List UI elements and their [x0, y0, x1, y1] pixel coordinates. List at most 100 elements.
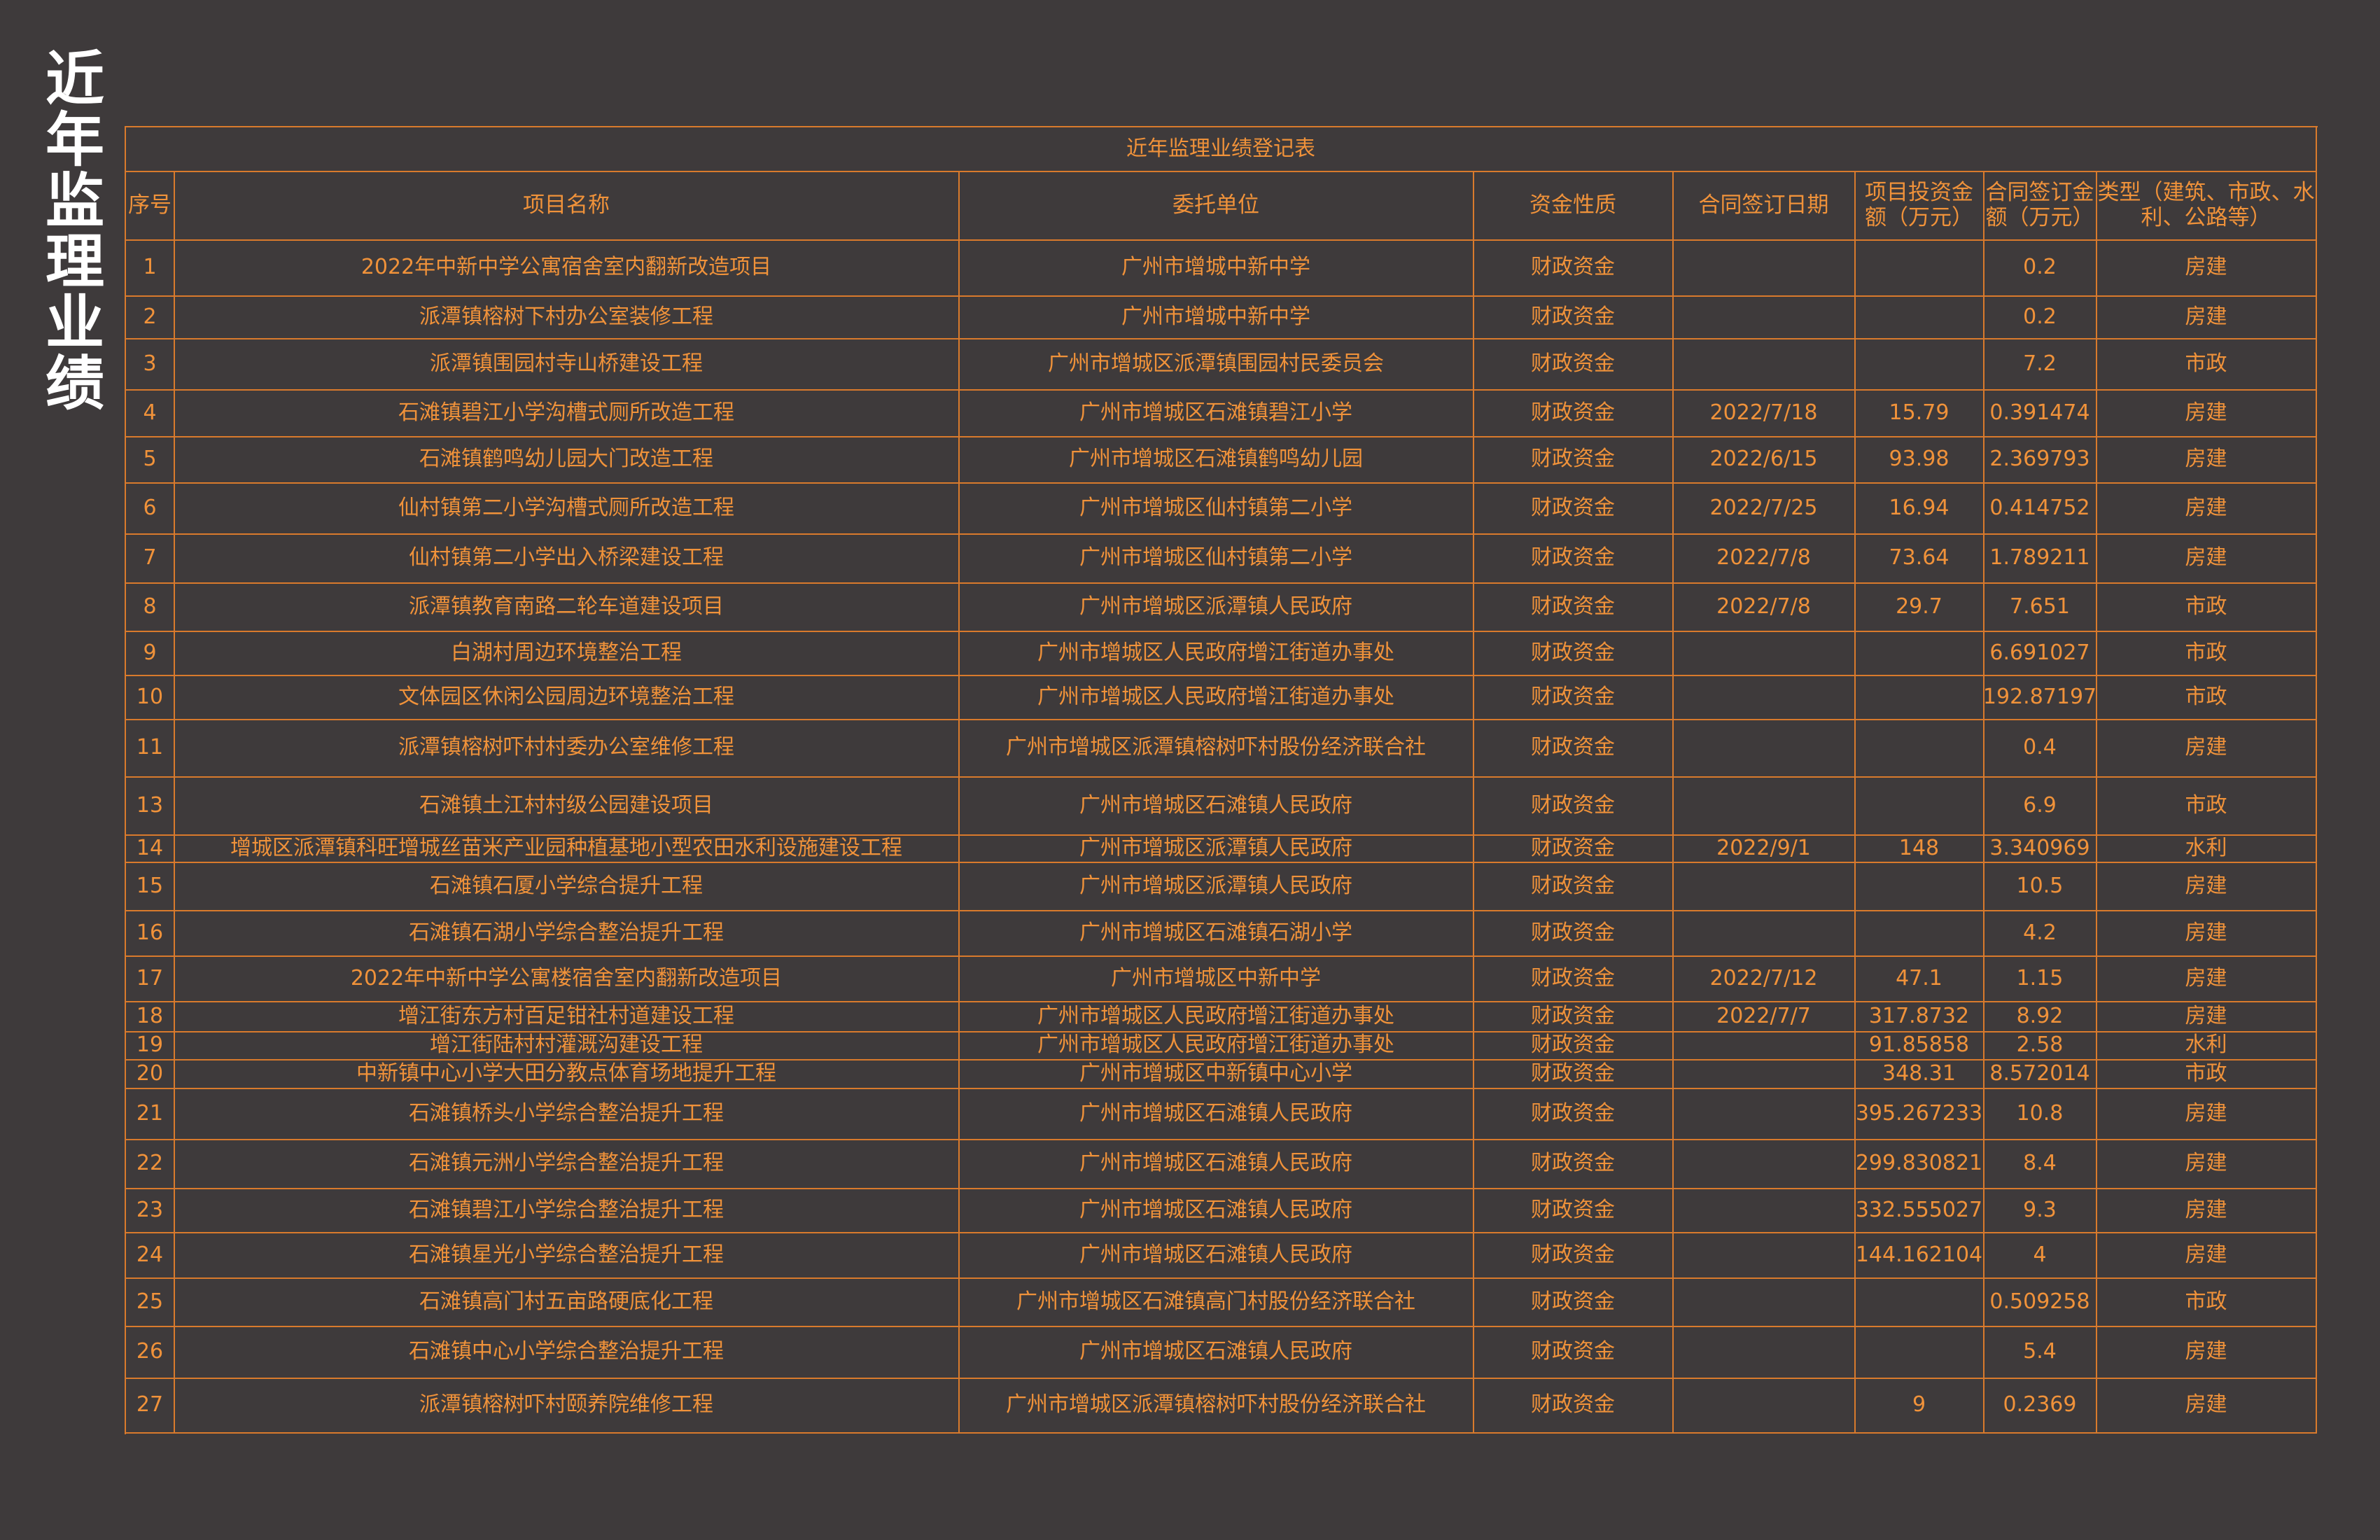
- table-cell: 财政资金: [1474, 1060, 1674, 1089]
- table-cell: 19: [126, 1032, 175, 1060]
- table-cell: 4: [1984, 1233, 2097, 1279]
- table-cell: 文体园区休闲公园周边环境整治工程: [174, 676, 960, 720]
- table-cell: 29.7: [1855, 583, 1984, 632]
- table-cell: 广州市增城区仙村镇第二小学: [959, 483, 1474, 535]
- table-cell: 房建: [2096, 390, 2317, 438]
- table-cell: 市政: [2096, 339, 2317, 391]
- table-cell: 石滩镇中心小学综合整治提升工程: [174, 1326, 960, 1379]
- table-cell: [1855, 862, 1984, 911]
- table-cell: 增江街东方村百足钳社村道建设工程: [174, 1002, 960, 1032]
- table-title: 近年监理业绩登记表: [126, 127, 2317, 172]
- table-cell: 2.58: [1984, 1032, 2097, 1060]
- table-cell: [1673, 631, 1856, 676]
- table-cell: [1673, 240, 1856, 297]
- table-cell: [1673, 1233, 1856, 1279]
- table-cell: 6.691027: [1984, 631, 2097, 676]
- table-cell: 332.555027: [1855, 1189, 1984, 1233]
- table-cell: 派潭镇围园村寺山桥建设工程: [174, 339, 960, 391]
- table-cell: [1855, 777, 1984, 836]
- table-cell: 财政资金: [1474, 1278, 1674, 1327]
- table-cell: 8.92: [1984, 1002, 2097, 1032]
- header-cell: 类型（建筑、市政、水利、公路等）: [2096, 172, 2317, 241]
- header-cell: 合同签订日期: [1673, 172, 1856, 241]
- table-cell: 2022/7/8: [1673, 534, 1856, 584]
- table-cell: 财政资金: [1474, 483, 1674, 535]
- table-cell: 15: [126, 862, 175, 911]
- table-cell: 广州市增城区中新镇中心小学: [959, 1060, 1474, 1089]
- table-cell: 石滩镇元洲小学综合整治提升工程: [174, 1140, 960, 1189]
- table-cell: 25: [126, 1278, 175, 1327]
- table-cell: [1673, 1278, 1856, 1327]
- table-cell: 148: [1855, 835, 1984, 863]
- table-cell: 14: [126, 835, 175, 863]
- table-cell: [1673, 777, 1856, 836]
- table-cell: 2022/6/15: [1673, 437, 1856, 484]
- table-cell: 广州市增城区中新中学: [959, 956, 1474, 1002]
- table-cell: 市政: [2096, 1060, 2317, 1089]
- table-cell: 增城区派潭镇科旺增城丝苗米产业园种植基地小型农田水利设施建设工程: [174, 835, 960, 863]
- table-cell: 0.2: [1984, 240, 2097, 297]
- table-cell: 9.3: [1984, 1189, 2097, 1233]
- header-cell: 项目名称: [174, 172, 960, 241]
- table-cell: [1673, 720, 1856, 778]
- table-cell: 仙村镇第二小学沟槽式厕所改造工程: [174, 483, 960, 535]
- table-cell: 395.267233: [1855, 1088, 1984, 1140]
- table-cell: 17: [126, 956, 175, 1002]
- table-cell: 2: [126, 296, 175, 340]
- table-cell: 7.2: [1984, 339, 2097, 391]
- table-cell: 增江街陆村村灌溉沟建设工程: [174, 1032, 960, 1060]
- table-cell: 房建: [2096, 862, 2317, 911]
- table-cell: 10.5: [1984, 862, 2097, 911]
- table-cell: [1673, 911, 1856, 957]
- table-cell: 91.85858: [1855, 1032, 1984, 1060]
- table-cell: [1855, 1326, 1984, 1379]
- table-cell: [1855, 720, 1984, 778]
- table-cell: 广州市增城区派潭镇榕树吓村股份经济联合社: [959, 720, 1474, 778]
- table-cell: 7.651: [1984, 583, 2097, 632]
- table-cell: 财政资金: [1474, 1233, 1674, 1279]
- table-cell: 派潭镇榕树吓村颐养院维修工程: [174, 1378, 960, 1434]
- table-cell: 市政: [2096, 676, 2317, 720]
- table-cell: 192.87197: [1984, 676, 2097, 720]
- table-cell: 广州市增城区石滩镇人民政府: [959, 1140, 1474, 1189]
- table-cell: 房建: [2096, 483, 2317, 535]
- table-cell: 财政资金: [1474, 777, 1674, 836]
- table-cell: 房建: [2096, 956, 2317, 1002]
- table-cell: 13: [126, 777, 175, 836]
- table-cell: [1673, 1326, 1856, 1379]
- table-cell: [1855, 296, 1984, 340]
- table-cell: 石滩镇桥头小学综合整治提升工程: [174, 1088, 960, 1140]
- table-cell: 广州市增城区石滩镇人民政府: [959, 777, 1474, 836]
- page-title: 近年监理业绩: [45, 45, 104, 418]
- table-cell: 石滩镇石厦小学综合提升工程: [174, 862, 960, 911]
- table-cell: 3.340969: [1984, 835, 2097, 863]
- table-cell: 石滩镇鹤鸣幼儿园大门改造工程: [174, 437, 960, 484]
- table-cell: 房建: [2096, 1326, 2317, 1379]
- table-cell: 1.789211: [1984, 534, 2097, 584]
- table-cell: 房建: [2096, 1189, 2317, 1233]
- table-cell: [1673, 339, 1856, 391]
- table-cell: 73.64: [1855, 534, 1984, 584]
- table-cell: 市政: [2096, 631, 2317, 676]
- table-cell: 白湖村周边环境整治工程: [174, 631, 960, 676]
- table-cell: 市政: [2096, 583, 2317, 632]
- table-cell: 27: [126, 1378, 175, 1434]
- table-cell: 299.830821: [1855, 1140, 1984, 1189]
- table-cell: 广州市增城区石滩镇高门村股份经济联合社: [959, 1278, 1474, 1327]
- table-cell: 6.9: [1984, 777, 2097, 836]
- table-cell: 房建: [2096, 911, 2317, 957]
- table-cell: 10.8: [1984, 1088, 2097, 1140]
- table-cell: 石滩镇石湖小学综合整治提升工程: [174, 911, 960, 957]
- table-cell: 石滩镇碧江小学沟槽式厕所改造工程: [174, 390, 960, 438]
- table-cell: 348.31: [1855, 1060, 1984, 1089]
- table-cell: 财政资金: [1474, 390, 1674, 438]
- table-cell: [1673, 1060, 1856, 1089]
- table-cell: 财政资金: [1474, 1140, 1674, 1189]
- table-cell: 广州市增城区人民政府增江街道办事处: [959, 1032, 1474, 1060]
- table-cell: 2022/7/12: [1673, 956, 1856, 1002]
- table-cell: 财政资金: [1474, 1088, 1674, 1140]
- table-cell: [1855, 1278, 1984, 1327]
- table-cell: 2022/7/7: [1673, 1002, 1856, 1032]
- table-cell: 11: [126, 720, 175, 778]
